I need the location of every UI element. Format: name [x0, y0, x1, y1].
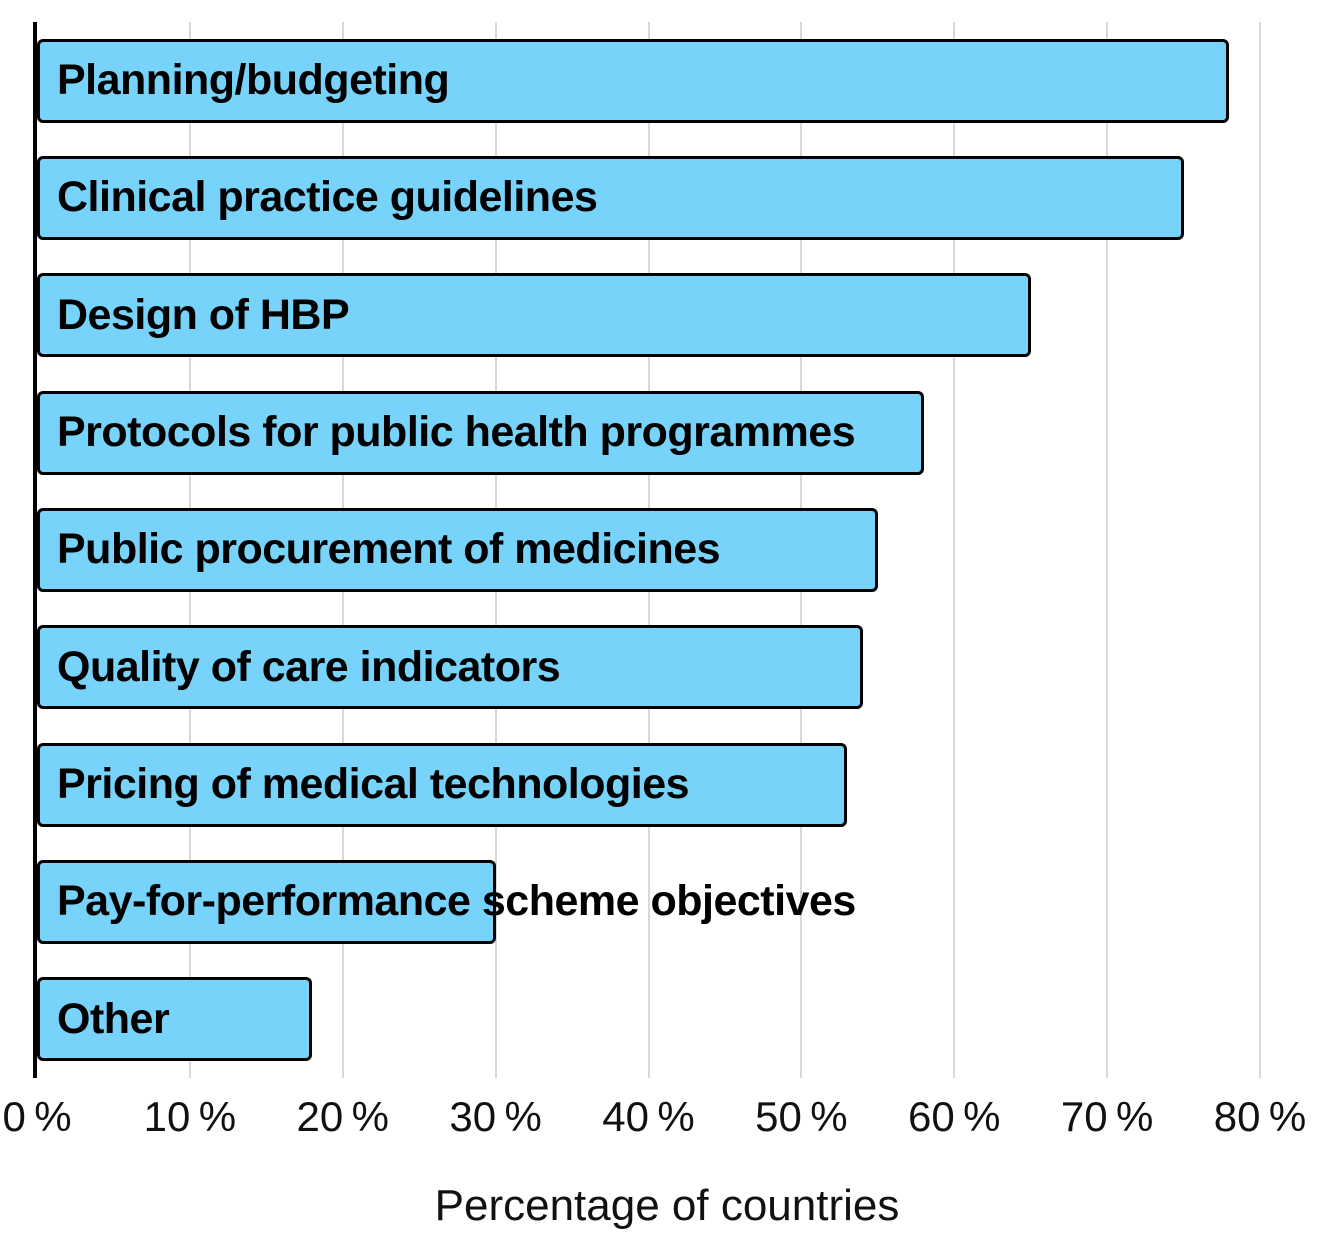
x-tick-label: 60 %: [908, 1093, 1001, 1140]
bar-label: Public procurement of medicines: [57, 525, 721, 574]
bar-row: Pay-for-performance scheme objectives: [37, 843, 1260, 960]
x-tick-label: 80 %: [1213, 1093, 1307, 1140]
bar-row: Clinical practice guidelines: [37, 139, 1260, 256]
x-tick-label: 40 %: [602, 1093, 695, 1140]
bar-row: Protocols for public health programmes: [37, 374, 1260, 491]
x-tick-label: 30 %: [449, 1093, 542, 1140]
x-tick-label: 0 %: [2, 1093, 72, 1140]
bar-label: Other: [57, 994, 170, 1043]
bar: Public procurement of medicines: [37, 507, 878, 592]
bar-label: Pricing of medical technologies: [57, 760, 690, 809]
x-tick-label: 70 %: [1060, 1093, 1154, 1140]
bar-row: Quality of care indicators: [37, 609, 1260, 726]
y-axis-line: [33, 22, 37, 1078]
x-tick-label: 50 %: [755, 1093, 848, 1140]
bar-label: Protocols for public health programmes: [57, 408, 856, 457]
bar: Pay-for-performance scheme objectives: [37, 859, 856, 944]
bar-label: Design of HBP: [57, 290, 350, 339]
bar-row: Planning/budgeting: [37, 22, 1260, 139]
bar-label: Quality of care indicators: [57, 642, 561, 691]
bar: Pricing of medical technologies: [37, 742, 848, 827]
gridline: [1106, 22, 1109, 1078]
bar: Design of HBP: [37, 273, 1031, 358]
bar: Other: [37, 977, 313, 1062]
bar-row: Design of HBP: [37, 257, 1260, 374]
plot-area: Planning/budgeting Clinical practice gui…: [33, 22, 1261, 1078]
x-axis-ticks: 0 % 10 % 20 % 30 % 40 % 50 % 60 % 70 % 80 %: [2, 1093, 1306, 1154]
gridline: [953, 22, 956, 1078]
bar-label: Pay-for-performance scheme objectives: [57, 877, 856, 926]
bar: Clinical practice guidelines: [37, 155, 1184, 240]
bar: Planning/budgeting: [37, 38, 1230, 123]
bar-label: Clinical practice guidelines: [57, 173, 598, 222]
x-tick-label: 10 %: [143, 1093, 237, 1140]
x-axis-title: Percentage of countries: [434, 1181, 900, 1230]
bar-row: Other: [37, 961, 1260, 1078]
bar-label: Planning/budgeting: [57, 56, 450, 105]
bar: Quality of care indicators: [37, 625, 863, 710]
x-tick-label: 20 %: [296, 1093, 389, 1140]
bar-row: Pricing of medical technologies: [37, 726, 1260, 843]
bar: Protocols for public health programmes: [37, 390, 924, 475]
bar-row: Public procurement of medicines: [37, 491, 1260, 608]
bars-container: Planning/budgeting Clinical practice gui…: [37, 22, 1260, 1078]
gridline: [1259, 22, 1261, 1078]
